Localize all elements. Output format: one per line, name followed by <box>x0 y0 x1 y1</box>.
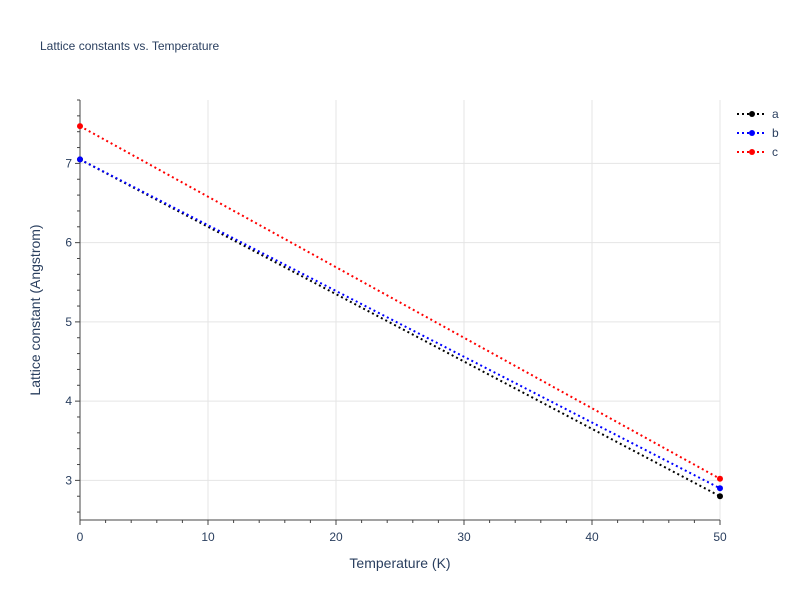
y-tick-label: 4 <box>65 394 72 408</box>
data-point-a[interactable] <box>717 493 723 500</box>
y-tick-label: 3 <box>65 473 72 487</box>
y-tick-label: 6 <box>65 236 72 250</box>
data-point-b[interactable] <box>77 156 83 163</box>
legend[interactable]: abc <box>737 107 779 159</box>
x-tick-label: 10 <box>201 530 215 544</box>
legend-swatch-marker <box>749 130 755 136</box>
legend-item-b[interactable]: b <box>737 126 779 140</box>
series-layer <box>77 123 723 500</box>
legend-label: c <box>772 145 778 159</box>
data-point-b[interactable] <box>717 485 723 492</box>
grid <box>80 100 721 520</box>
x-tick-label: 40 <box>585 530 599 544</box>
series-c <box>77 123 723 482</box>
x-tick-label: 30 <box>457 530 471 544</box>
chart-title: Lattice constants vs. Temperature <box>40 39 220 53</box>
legend-swatch-marker <box>749 111 755 117</box>
axes: 0 10 20 30 40 50 3 4 5 6 7 <box>65 99 727 544</box>
legend-item-a[interactable]: a <box>737 107 779 121</box>
legend-label: b <box>772 126 779 140</box>
y-tick-label: 5 <box>65 315 72 329</box>
legend-item-c[interactable]: c <box>737 145 778 159</box>
legend-label: a <box>772 107 779 121</box>
y-tick-label: 7 <box>65 156 72 170</box>
data-point-c[interactable] <box>77 123 83 130</box>
legend-swatch-marker <box>749 149 755 155</box>
x-tick-label: 0 <box>77 530 84 544</box>
y-axis-title: Lattice constant (Angstrom) <box>27 224 43 395</box>
series-line-c <box>79 125 721 480</box>
x-tick-label: 50 <box>713 530 727 544</box>
series-line-a <box>79 158 721 498</box>
x-tick-label: 20 <box>329 530 343 544</box>
series-b <box>77 156 723 492</box>
data-point-c[interactable] <box>717 475 723 482</box>
x-axis-title: Temperature (K) <box>349 555 450 571</box>
